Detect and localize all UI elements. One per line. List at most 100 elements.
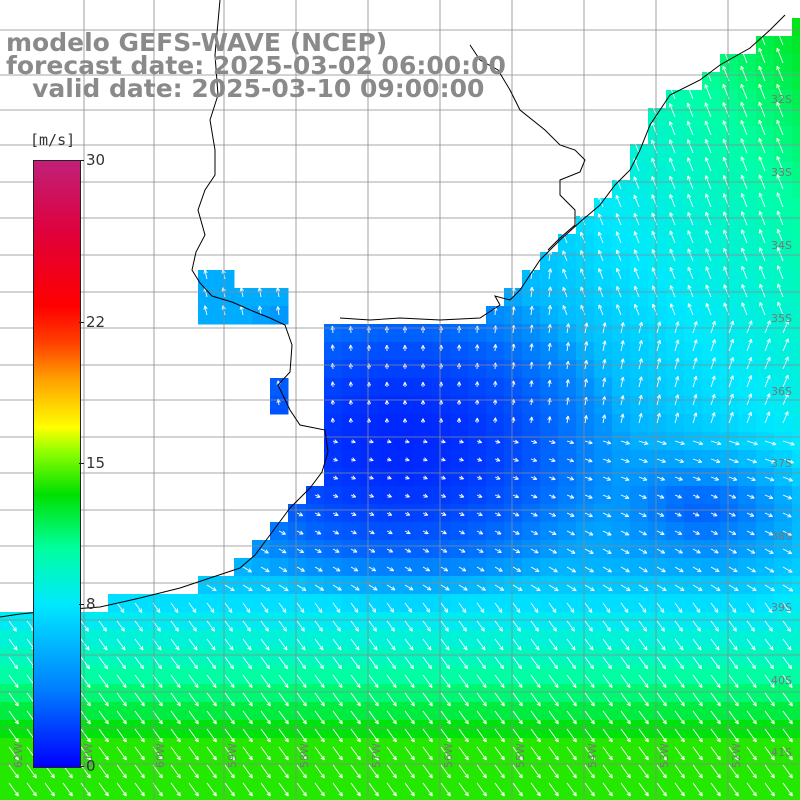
wind-speed-cell (666, 126, 685, 145)
wind-arrow (440, 674, 451, 688)
wind-arrow (296, 782, 307, 797)
wind-arrow (548, 692, 559, 707)
wind-speed-cell (576, 414, 595, 433)
wind-speed-cell (702, 396, 721, 415)
wind-arrow (584, 494, 593, 499)
wind-arrow (368, 584, 378, 591)
wind-arrow (638, 710, 649, 725)
wind-speed-cell (396, 396, 415, 415)
wind-arrow (458, 746, 469, 761)
wind-arrow (314, 512, 321, 517)
wind-arrow (440, 602, 449, 613)
wind-arrow (728, 782, 739, 797)
wind-arrow (656, 764, 667, 779)
wind-arrow (705, 284, 712, 298)
wind-speed-cell (342, 414, 361, 433)
wind-arrow (476, 620, 485, 632)
wind-arrow (260, 584, 271, 592)
wind-arrow (386, 674, 397, 688)
wind-speed-cell (504, 414, 523, 433)
wind-arrow (386, 475, 392, 480)
wind-arrow (332, 692, 343, 707)
wind-arrow (350, 656, 361, 670)
wind-arrow (170, 674, 181, 688)
wind-arrow (116, 692, 127, 707)
wind-arrow (633, 212, 640, 226)
wind-speed-cell (792, 486, 800, 505)
wind-arrow (188, 602, 197, 613)
wind-arrow (476, 674, 487, 688)
longitude-label: 52W (730, 743, 743, 768)
wind-arrow (314, 584, 325, 591)
wind-arrow (584, 602, 593, 613)
wind-arrow (440, 493, 447, 498)
wind-arrow (404, 674, 415, 688)
wind-arrow (242, 584, 253, 592)
longitude-label: 55W (514, 743, 527, 768)
wind-arrow (584, 566, 594, 573)
wind-speed-cell (756, 396, 775, 415)
wind-arrow (758, 192, 766, 208)
wind-arrow (598, 268, 604, 280)
wind-arrow (548, 530, 557, 536)
wind-arrow (440, 530, 447, 535)
wind-arrow (8, 674, 19, 688)
wind-arrow (494, 530, 502, 535)
wind-speed-cell (594, 378, 613, 397)
wind-arrow (8, 746, 19, 761)
wind-speed-cell (738, 288, 757, 307)
wind-arrow (674, 782, 685, 797)
wind-arrow (494, 728, 505, 743)
wind-speed-cell (720, 378, 739, 397)
wind-speed-cell (612, 252, 631, 271)
wind-arrow (386, 439, 392, 444)
wind-arrow (206, 728, 217, 743)
wind-arrow (602, 674, 613, 688)
wind-arrow (782, 356, 789, 370)
wind-arrow (656, 358, 662, 370)
wind-arrow (566, 620, 575, 632)
wind-arrow (512, 512, 520, 517)
wind-arrow (668, 84, 676, 100)
wind-arrow (692, 602, 701, 613)
wind-arrow (98, 764, 109, 779)
wind-arrow (206, 620, 215, 632)
wind-arrow (80, 656, 91, 670)
wind-arrow (80, 746, 91, 761)
wind-arrow (562, 268, 568, 280)
wind-arrow (620, 692, 631, 707)
wind-arrow (548, 674, 559, 688)
wind-arrow (476, 475, 483, 480)
wind-arrow (656, 656, 667, 670)
wind-speed-cell (792, 738, 800, 757)
wind-arrow (547, 305, 553, 316)
wind-arrow (764, 620, 773, 632)
wind-arrow (620, 476, 630, 481)
wind-speed-cell (684, 270, 703, 289)
wind-speed-cell (666, 306, 685, 325)
wind-arrow (674, 339, 680, 352)
wind-speed-cell (756, 360, 775, 379)
wind-arrow (296, 710, 307, 725)
wind-arrow (80, 764, 91, 779)
wind-arrow (350, 764, 361, 779)
wind-arrow (740, 65, 748, 82)
wind-speed-cell (612, 288, 631, 307)
wind-speed-cell (666, 234, 685, 253)
wind-speed-cell (792, 612, 800, 631)
wind-speed-cell (504, 792, 523, 800)
wind-arrow (512, 620, 521, 632)
wind-arrow (152, 782, 163, 797)
wind-speed-cell (558, 324, 577, 343)
wind-arrow (728, 494, 737, 499)
wind-speed-cell (396, 324, 415, 343)
wind-arrow (656, 512, 665, 517)
wind-arrow (512, 782, 523, 797)
wind-speed-cell (342, 396, 361, 415)
wind-arrow (386, 764, 397, 779)
wind-arrow (512, 656, 523, 670)
wind-speed-cell (738, 414, 757, 433)
wind-arrow (530, 674, 541, 688)
wind-arrow (669, 266, 676, 280)
wind-arrow (206, 782, 217, 797)
